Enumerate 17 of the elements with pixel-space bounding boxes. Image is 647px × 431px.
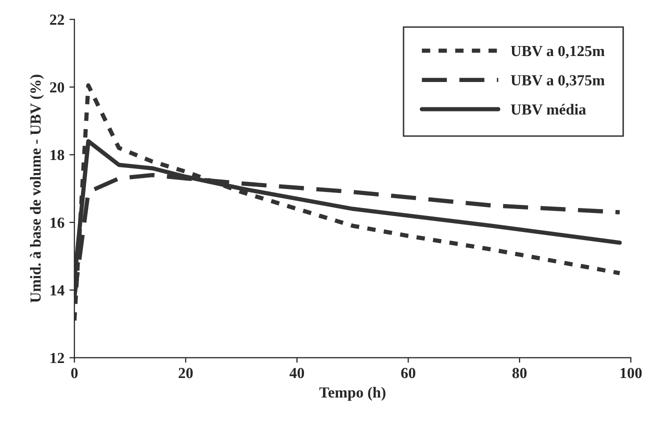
y-tick-label: 22	[50, 14, 64, 25]
y-tick-label: 12	[50, 352, 64, 364]
x-axis-title: Tempo (h)	[319, 386, 386, 401]
y-tick-label: 16	[50, 218, 64, 228]
legend-label: UBV a 0,125m	[510, 46, 605, 58]
y-tick-label: 20	[50, 82, 64, 93]
x-tick-label: 40	[290, 368, 304, 378]
x-tick-label: 20	[178, 368, 193, 378]
y-tick-label: 14	[50, 285, 64, 296]
x-tick-label: 0	[71, 368, 78, 378]
x-tick-label: 100	[620, 368, 642, 378]
x-tick-label: 80	[512, 368, 527, 378]
legend-label: UBV média	[510, 104, 586, 115]
y-tick-label: 18	[50, 150, 64, 160]
x-tick-label: 60	[401, 368, 416, 378]
legend-label: UBV a 0,375m	[510, 75, 605, 88]
y-axis-title: Umid. à base de volume - UBV (%)	[30, 74, 44, 303]
